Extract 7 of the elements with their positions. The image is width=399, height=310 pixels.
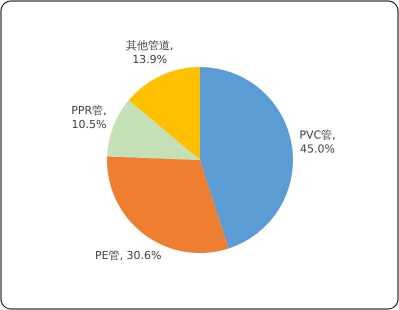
pie-slice (128, 67, 200, 160)
pie-slice (107, 100, 200, 160)
slice-label: PPR管, 10.5% (71, 104, 107, 132)
slice-label: PVC管, 45.0% (299, 128, 336, 156)
pie-slice (200, 67, 293, 248)
slice-label: 其他管道, 13.9% (126, 39, 174, 66)
slice-label: PE管, 30.6% (94, 248, 162, 262)
